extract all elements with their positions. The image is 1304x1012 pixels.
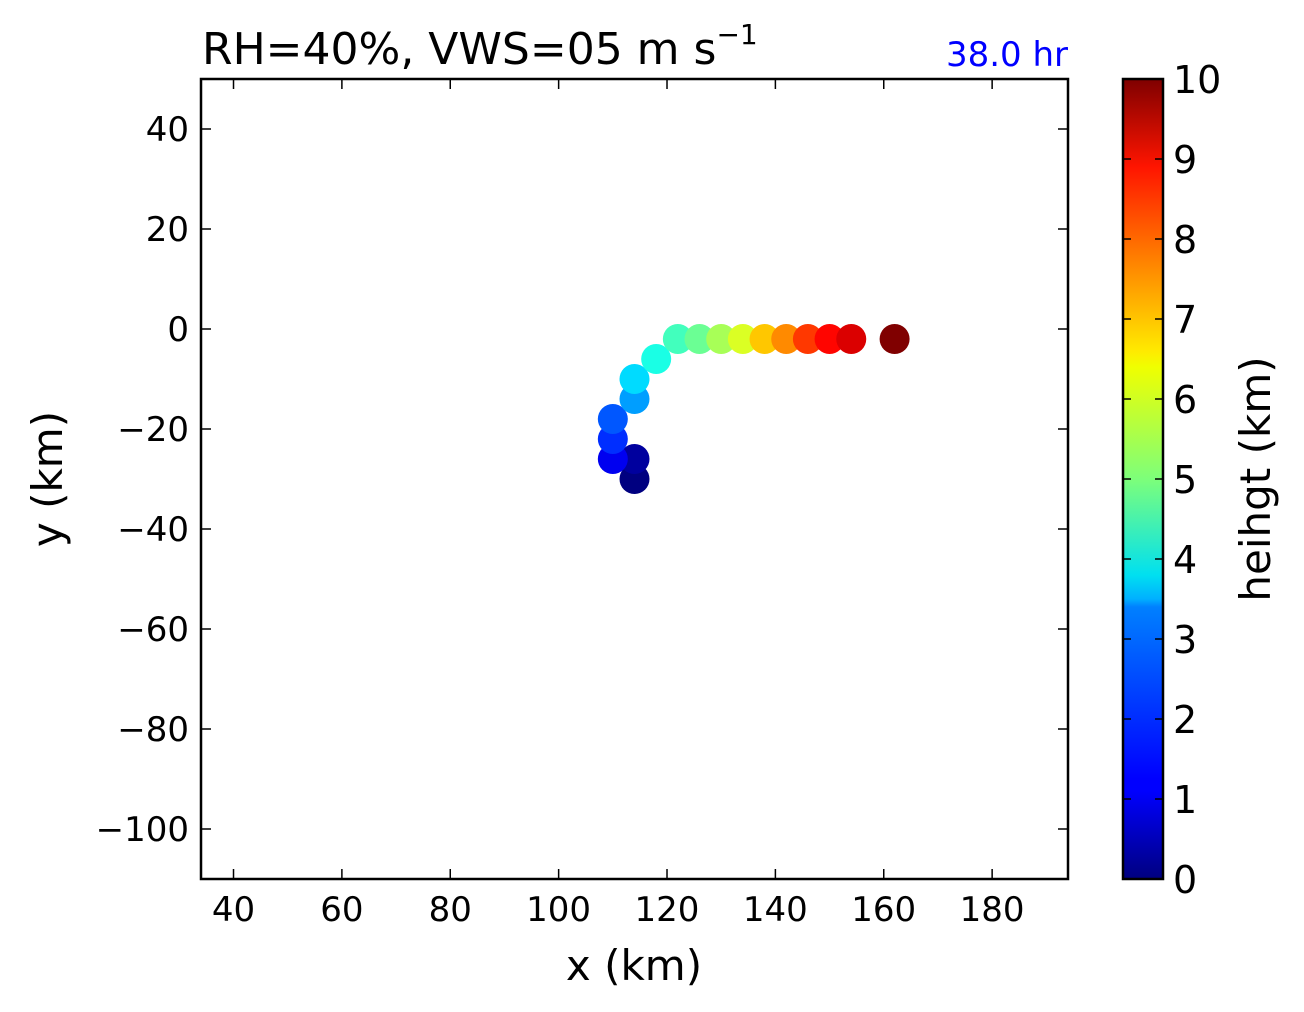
x-tick-label: 100 (526, 890, 591, 930)
x-tick-label: 140 (743, 890, 808, 930)
data-point (706, 324, 737, 354)
data-point (879, 324, 910, 354)
colorbar-tick-label: 9 (1173, 138, 1197, 182)
data-points (597, 324, 910, 494)
data-point (684, 324, 715, 354)
data-point (597, 404, 628, 434)
y-tick-label: −20 (117, 410, 189, 450)
data-point (771, 324, 802, 354)
y-axis-label: y (km) (23, 411, 72, 547)
colorbar-tick-label: 2 (1173, 698, 1197, 742)
data-point (792, 324, 823, 354)
data-point (619, 444, 650, 474)
chart-title-exponent: −1 (716, 18, 757, 51)
data-point (749, 324, 780, 354)
colorbar-label: heihgt (km) (1231, 356, 1280, 601)
colorbar-tick-label: 4 (1173, 538, 1197, 582)
chart-title-main: RH=40%, VWS=05 m s (202, 24, 716, 75)
x-axis-label: x (km) (566, 941, 702, 990)
chart-title: RH=40%, VWS=05 m s−1 (202, 18, 758, 75)
time-annotation: 38.0 hr (946, 35, 1068, 75)
colorbar-tick-label: 10 (1173, 58, 1221, 102)
colorbar-tick-label: 8 (1173, 218, 1197, 262)
data-point (641, 344, 672, 374)
colorbar-tick-label: 7 (1173, 298, 1197, 342)
y-tick-label: −80 (117, 710, 189, 750)
colorbar-ticks: 0 1 2 3 4 5 6 7 8 9 10 (1123, 58, 1221, 902)
x-tick-label: 60 (320, 890, 363, 930)
y-tick-label: −100 (96, 810, 189, 850)
y-tick-label: 40 (146, 110, 189, 150)
colorbar-tick-label: 1 (1173, 778, 1197, 822)
data-point (836, 324, 867, 354)
x-tick-label: 180 (960, 890, 1025, 930)
data-point (619, 364, 650, 394)
y-tick-label: −60 (117, 610, 189, 650)
x-tick-label: 40 (212, 890, 255, 930)
data-point (662, 324, 693, 354)
colorbar-tick-label: 0 (1173, 858, 1197, 902)
colorbar-tick-label: 5 (1173, 458, 1197, 502)
colorbar-tick-label: 6 (1173, 378, 1197, 422)
x-tick-label: 160 (851, 890, 916, 930)
y-tick-label: 0 (167, 310, 189, 350)
x-tick-label: 120 (635, 890, 700, 930)
y-tick-label: 20 (146, 210, 189, 250)
axis-ticks: 40 60 80 100 120 140 160 180 40 20 0 −20 −40 −60 −80 −1… (96, 79, 1068, 930)
data-point (727, 324, 758, 354)
data-point (814, 324, 845, 354)
colorbar-tick-label: 3 (1173, 618, 1197, 662)
x-tick-label: 80 (429, 890, 472, 930)
y-tick-label: −40 (117, 510, 189, 550)
